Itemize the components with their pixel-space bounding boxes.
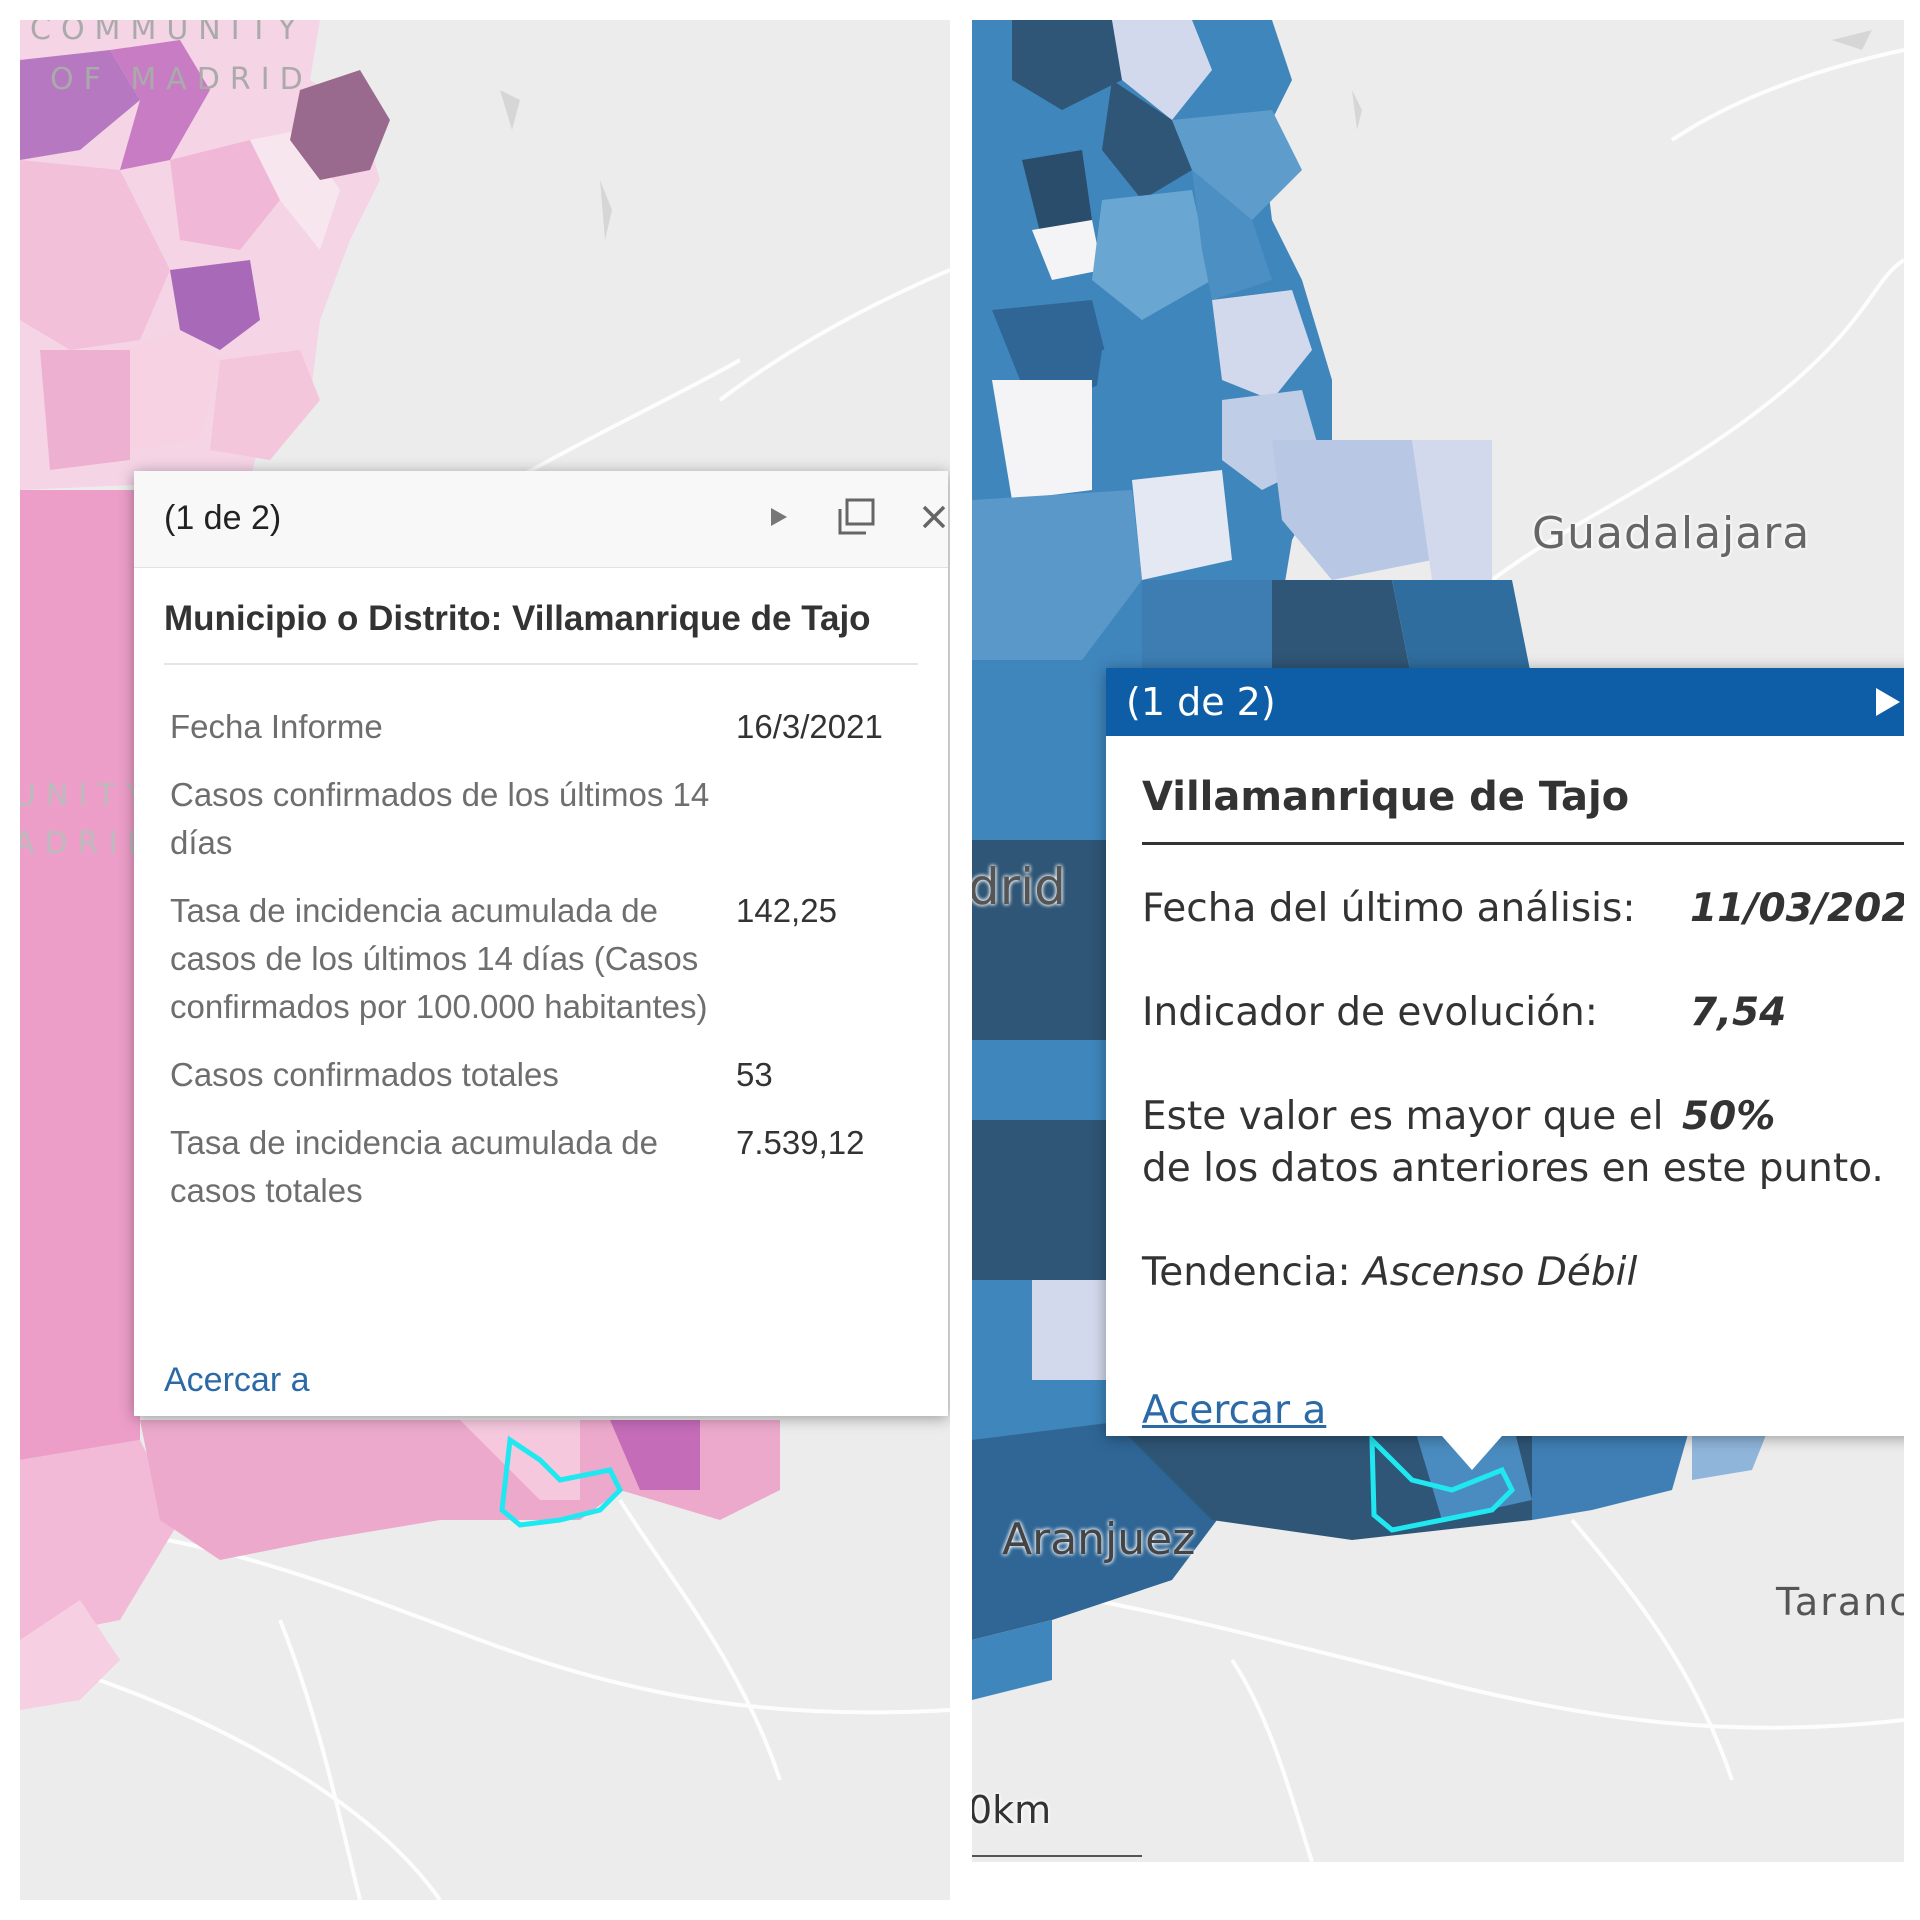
maximize-icon[interactable] <box>830 491 882 543</box>
popup-header: (1 de 2) <box>1106 668 1904 736</box>
trend-row: Tendencia: Ascenso Débil <box>1142 1250 1637 1295</box>
left-map-panel[interactable]: COMMUNITY OF MADRID UNITY ADRID (1 de 2)… <box>20 20 950 1900</box>
map-label-unity: UNITY <box>20 778 154 813</box>
trend-value: Ascenso Débil <box>1363 1250 1638 1295</box>
close-icon[interactable] <box>908 491 950 543</box>
row-label: Casos confirmados de los últimos 14 días <box>170 776 710 861</box>
table-row: Casos confirmados de los últimos 14 días <box>164 771 924 887</box>
row-value: 16/3/2021 <box>736 708 883 745</box>
map-label-adrid: ADRID <box>20 826 161 861</box>
percentile-prefix: Este valor es mayor que el <box>1142 1094 1664 1139</box>
last-analysis-row: Fecha del último análisis: 11/03/2021 <box>1142 886 1904 931</box>
last-analysis-value: 11/03/2021 <box>1690 886 1904 931</box>
map-label-aranjuez: Aranjuez <box>1002 1514 1196 1565</box>
map-label-guadalajara: Guadalajara <box>1532 508 1811 559</box>
map-label-of-madrid: OF MADRID <box>50 62 313 97</box>
map-label-community: COMMUNITY <box>30 20 307 47</box>
percentile-suffix: de los datos anteriores en este punto. <box>1142 1146 1884 1191</box>
row-value <box>730 771 924 887</box>
zoom-to-link[interactable]: Acercar a <box>1142 1388 1327 1433</box>
indicator-value: 7,54 <box>1690 990 1787 1035</box>
play-next-icon[interactable] <box>1866 682 1904 722</box>
row-label: Fecha Informe <box>170 708 383 745</box>
trend-label: Tendencia: <box>1142 1250 1351 1295</box>
indicator-row: Indicador de evolución: 7,54 <box>1142 990 1786 1035</box>
map-label-madrid: drid <box>972 858 1066 916</box>
popup-title: Villamanrique de Tajo <box>1142 774 1904 845</box>
table-row: Fecha Informe 16/3/2021 <box>164 703 924 771</box>
indicator-label: Indicador de evolución: <box>1142 990 1598 1035</box>
zoom-to-link[interactable]: Acercar a <box>164 1361 310 1399</box>
map-scale-label: 0km <box>972 1788 1052 1832</box>
right-map-panel[interactable]: Guadalajara drid Aranjuez Taranc 0km (1 … <box>972 20 1904 1862</box>
popup-header: (1 de 2) <box>134 471 948 568</box>
row-value: 53 <box>736 1056 773 1093</box>
attribute-table: Fecha Informe 16/3/2021 Casos confirmado… <box>164 703 924 1235</box>
map-label-tarancon: Taranc <box>1776 1580 1904 1624</box>
row-label: Tasa de incidencia acumulada de casos de… <box>170 892 708 1025</box>
percentile-value: 50% <box>1682 1094 1776 1139</box>
row-value: 142,25 <box>736 892 837 929</box>
last-analysis-label: Fecha del último análisis: <box>1142 886 1636 931</box>
percentile-row: Este valor es mayor que el 50% <box>1142 1094 1775 1139</box>
info-popup: (1 de 2) Municipio o Distrito: Villamanr… <box>134 471 948 1416</box>
popup-title: Municipio o Distrito: Villamanrique de T… <box>164 599 918 665</box>
row-value: 7.539,12 <box>736 1124 865 1161</box>
row-label: Casos confirmados totales <box>170 1056 559 1093</box>
table-row: Casos confirmados totales 53 <box>164 1051 924 1119</box>
info-popup: (1 de 2) Villamanrique de Tajo Fecha del… <box>1106 668 1904 1436</box>
popup-pointer <box>1442 1436 1502 1470</box>
popup-pagination: (1 de 2) <box>1126 680 1276 724</box>
percentile-suffix-row: de los datos anteriores en este punto. <box>1142 1146 1884 1191</box>
play-next-icon[interactable] <box>752 491 804 543</box>
table-row: Tasa de incidencia acumulada de casos de… <box>164 887 924 1051</box>
popup-pagination: (1 de 2) <box>164 499 282 537</box>
row-label: Tasa de incidencia acumulada de casos to… <box>170 1124 658 1209</box>
table-row: Tasa de incidencia acumulada de casos to… <box>164 1119 924 1235</box>
